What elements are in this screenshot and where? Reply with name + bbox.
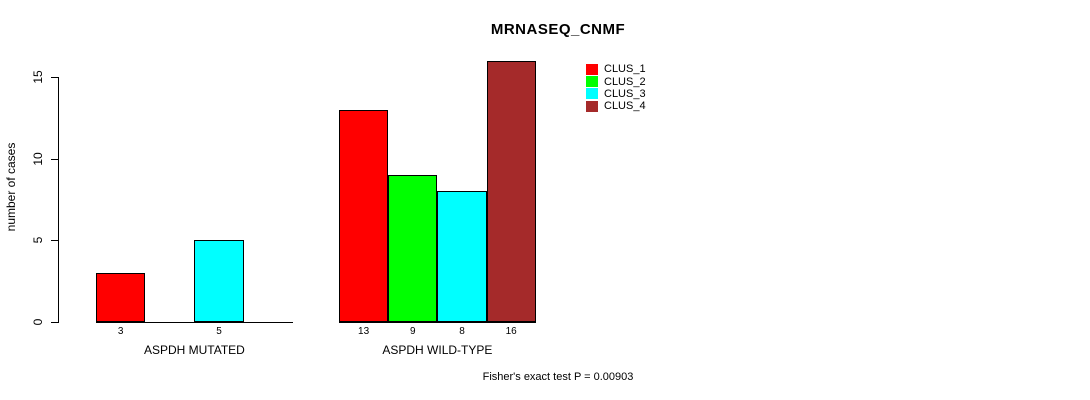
- y-tick-label: 0: [31, 318, 45, 326]
- bar-value-label: 5: [216, 326, 222, 337]
- legend-swatch-clus_3: [586, 88, 598, 100]
- legend-swatch-clus_4: [586, 100, 598, 112]
- y-tick-label: 5: [31, 237, 45, 244]
- legend-label: CLUS_1: [604, 63, 646, 76]
- legend-label: CLUS_3: [604, 87, 646, 100]
- y-axis-line: [58, 77, 59, 323]
- x-group-label: ASPDH WILD-TYPE: [382, 343, 493, 357]
- bar-value-label: 13: [358, 326, 370, 337]
- bar-clus_1: [96, 273, 146, 322]
- legend-swatch-clus_2: [586, 76, 598, 88]
- bar-clus_4: [486, 60, 536, 322]
- bar-clus_2: [388, 175, 438, 322]
- y-axis-tick: [51, 240, 58, 242]
- bar-value-label: 8: [459, 326, 465, 337]
- legend-swatch-clus_1: [586, 63, 598, 75]
- y-tick-label: 15: [31, 70, 45, 84]
- x-group-label: ASPDH MUTATED: [143, 343, 245, 357]
- y-axis-tick: [51, 77, 58, 79]
- bar-value-label: 16: [505, 326, 517, 337]
- bar-clus_3: [437, 191, 487, 322]
- legend: CLUS_1 CLUS_2 CLUS_3 CLUS_4: [586, 63, 646, 113]
- y-axis-tick: [51, 158, 58, 160]
- legend-item: CLUS_4: [586, 100, 646, 112]
- legend-item: CLUS_3: [586, 88, 646, 100]
- bar-value-label: 9: [410, 326, 416, 337]
- x-axis-line: [339, 322, 536, 323]
- legend-label: CLUS_2: [604, 75, 646, 88]
- legend-item: CLUS_1: [586, 63, 646, 75]
- footnote-fisher-test: Fisher's exact test P = 0.00903: [482, 371, 634, 383]
- bar-clus_1: [339, 109, 389, 322]
- y-tick-label: 10: [31, 152, 45, 166]
- legend-label: CLUS_4: [604, 100, 646, 113]
- y-axis-label: number of cases: [4, 142, 18, 232]
- chart-title: MRNASEQ_CNMF: [490, 21, 626, 38]
- bar-clus_3: [194, 240, 244, 322]
- y-axis-tick: [51, 322, 58, 323]
- bar-value-label: 3: [117, 326, 124, 337]
- x-axis-line: [96, 322, 293, 323]
- legend-item: CLUS_2: [586, 75, 646, 88]
